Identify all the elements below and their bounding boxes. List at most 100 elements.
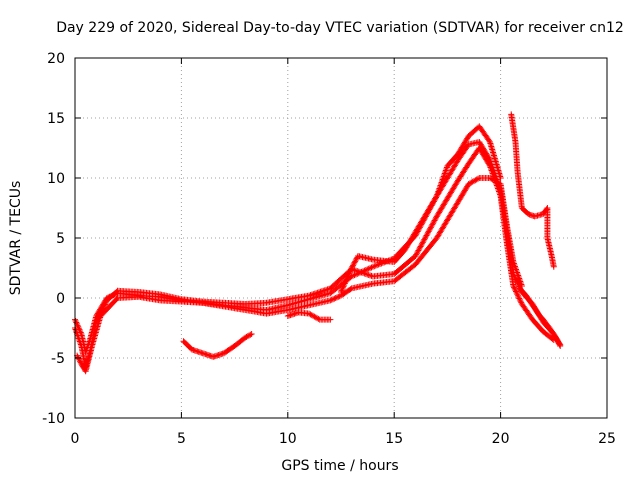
data-point — [365, 265, 372, 272]
data-point — [242, 334, 249, 341]
data-point — [413, 250, 420, 257]
data-point — [328, 296, 335, 303]
data-point — [364, 266, 371, 273]
data-point — [377, 261, 384, 267]
series-track-g — [508, 111, 557, 270]
data-point — [423, 232, 430, 239]
data-point — [418, 242, 425, 249]
data-point — [344, 273, 351, 280]
y-tick-label: 10 — [47, 171, 65, 187]
data-point — [429, 221, 436, 228]
series-track-f — [284, 309, 334, 323]
data-point — [413, 251, 420, 258]
data-point — [428, 222, 435, 229]
data-point — [427, 224, 434, 231]
data-point — [244, 333, 251, 340]
y-tick-label: 5 — [56, 231, 65, 247]
data-point — [350, 272, 357, 279]
data-point — [315, 315, 322, 322]
data-point — [74, 322, 81, 329]
data-point — [515, 294, 522, 301]
data-point — [486, 161, 493, 168]
data-point — [350, 262, 357, 269]
x-tick-label: 10 — [279, 431, 297, 447]
x-axis-label: GPS time / hours — [281, 458, 398, 474]
data-point — [327, 316, 334, 323]
data-point — [416, 244, 423, 251]
series-track-c — [74, 175, 525, 375]
data-point — [73, 319, 80, 326]
data-point — [327, 297, 334, 304]
data-point — [422, 235, 429, 242]
data-point — [340, 283, 347, 290]
data-point — [419, 239, 426, 246]
data-point — [368, 264, 375, 271]
data-point — [248, 331, 255, 337]
data-point — [347, 286, 354, 293]
data-point — [100, 304, 107, 311]
data-point — [347, 267, 354, 274]
data-point — [369, 263, 376, 270]
data-point — [417, 243, 424, 250]
x-tick-label: 15 — [385, 431, 403, 447]
data-point — [334, 294, 341, 301]
x-axis-ticks: 0 5 10 15 20 25 — [71, 58, 616, 447]
data-point — [419, 240, 426, 247]
data-point — [427, 225, 434, 232]
chart-title: Day 229 of 2020, Sidereal Day-to-day VTE… — [56, 20, 624, 36]
y-tick-label: 20 — [47, 51, 65, 67]
data-point — [77, 359, 84, 366]
data-point — [420, 237, 427, 244]
data-point — [372, 262, 379, 269]
data-point — [101, 302, 108, 309]
y-tick-label: -5 — [51, 351, 65, 367]
data-point — [516, 295, 523, 302]
data-point — [332, 295, 339, 301]
data-point — [374, 262, 381, 269]
data-point — [341, 281, 348, 288]
data-point — [425, 228, 432, 235]
data-point — [243, 333, 250, 340]
data-point — [102, 300, 109, 307]
data-point — [330, 296, 337, 303]
data-point — [511, 285, 518, 292]
data-point — [74, 354, 81, 360]
data-point — [442, 169, 449, 175]
data-point — [512, 287, 519, 294]
data-point — [426, 227, 433, 234]
x-tick-label: 5 — [177, 431, 186, 447]
data-point — [339, 286, 346, 293]
data-point — [421, 236, 428, 243]
grid — [75, 58, 607, 418]
data-point — [432, 216, 439, 223]
series-track-a — [72, 139, 564, 355]
data-point — [511, 284, 518, 291]
data-point — [512, 288, 519, 295]
y-tick-label: 15 — [47, 111, 65, 127]
data-point — [72, 318, 79, 325]
data-point — [424, 229, 431, 236]
data-point — [76, 358, 83, 365]
data-point — [351, 259, 358, 266]
data-point — [430, 220, 437, 227]
data-point — [343, 277, 350, 284]
y-tick-label: 0 — [56, 291, 65, 307]
data-point — [486, 137, 493, 144]
data-point — [344, 274, 351, 281]
data-point — [431, 217, 438, 224]
y-axis-label: SDTVAR / TECUs — [8, 181, 24, 296]
data-point — [352, 258, 359, 265]
data-point — [341, 280, 348, 287]
data-point — [247, 331, 254, 338]
data-point — [352, 257, 359, 263]
data-point — [338, 287, 345, 294]
data-point — [514, 291, 521, 298]
data-point — [342, 279, 349, 286]
series-track-e — [180, 331, 255, 360]
data-point — [516, 296, 523, 303]
data-point — [412, 253, 419, 259]
data-point — [415, 247, 422, 254]
data-points — [72, 111, 564, 375]
data-point — [348, 265, 355, 271]
data-point — [350, 261, 357, 267]
